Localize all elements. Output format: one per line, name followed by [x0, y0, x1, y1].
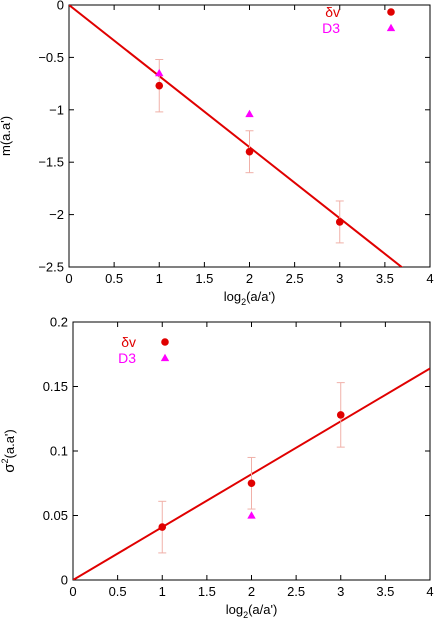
legend-label-dv: δv [121, 334, 136, 350]
y-axis-label-superscript: 2 [0, 458, 10, 463]
x-axis-label-rest: (a/a') [248, 602, 277, 617]
x-tick-label: 1.5 [195, 271, 213, 286]
x-tick-label: 0 [65, 271, 72, 286]
x-axis-label-subscript: 2 [241, 297, 246, 307]
x-axis-label-main: log [226, 602, 243, 617]
y-tick-label: 0 [61, 573, 68, 588]
legend-marker-dv [387, 8, 395, 16]
x-tick-label: 3.5 [376, 584, 394, 599]
bottom-panel-sigma2-vs-log2: 0 0.5 1 1.5 2 2.5 3 3.5 400.050.10.150.2log2(a/a… [0, 315, 434, 621]
x-tick-label: 1 [159, 584, 166, 599]
data-point-d3 [247, 511, 256, 519]
y-tick-label: −1.5 [38, 155, 64, 170]
top-panel-m-vs-log2: 0 0.5 1 1.5 2 2.5 3 3.5 40−0.5−1−1.5−2−2.5log2(a… [0, 0, 434, 307]
x-tick-label: 3 [337, 584, 344, 599]
data-point-dv [245, 147, 254, 156]
y-tick-label: −1 [49, 102, 64, 117]
legend-label-dv: δv [325, 4, 340, 20]
x-tick-label: 2.5 [286, 271, 304, 286]
y-axis-label: m(a.a') [0, 116, 13, 156]
y-axis-label-main: m(a.a') [0, 116, 13, 156]
data-point-d3 [245, 109, 254, 118]
x-axis-label-rest: (a/a') [246, 289, 275, 304]
y-tick-label: −2 [49, 207, 64, 222]
x-tick-label: 4 [426, 271, 433, 286]
x-axis-label-subscript: 2 [243, 610, 248, 620]
x-tick-label: 0.5 [109, 584, 127, 599]
fit-line [69, 5, 404, 267]
x-tick-label: 1 [156, 271, 163, 286]
y-tick-label: −2.5 [38, 260, 64, 275]
x-tick-label: 2.5 [287, 584, 305, 599]
x-tick-label: 1.5 [198, 584, 216, 599]
x-axis-label: log2(a/a') [226, 602, 278, 620]
x-axis-label-main: log [224, 289, 241, 304]
y-tick-label: 0.15 [43, 379, 68, 394]
data-point-dv [335, 218, 344, 226]
legend-label-d3: D3 [322, 20, 340, 36]
legend-marker-d3 [386, 23, 396, 32]
legend-marker-d3 [160, 353, 170, 362]
x-tick-label: 3 [336, 271, 343, 286]
y-axis-label-rest: (a.a') [2, 429, 17, 458]
x-tick-label: 3.5 [376, 271, 394, 286]
data-point-dv [336, 411, 345, 419]
x-tick-label: 2 [246, 271, 253, 286]
y-tick-label: 0.1 [50, 444, 68, 459]
x-tick-label: 4 [426, 584, 433, 599]
data-point-d3 [155, 68, 164, 77]
x-tick-label: 0.5 [105, 271, 123, 286]
x-axis-label: log2(a/a') [224, 289, 276, 307]
legend-label-d3: D3 [118, 350, 136, 366]
y-tick-label: 0 [57, 0, 64, 13]
data-point-dv [158, 523, 167, 531]
data-point-dv [155, 81, 164, 90]
x-tick-label: 0 [69, 584, 76, 599]
y-tick-label: 0.2 [50, 315, 68, 330]
y-axis-label-main: σ [1, 463, 18, 473]
data-point-dv [247, 479, 256, 488]
legend-marker-dv [161, 338, 169, 346]
y-axis-label: σ2(a.a') [0, 429, 18, 473]
x-tick-label: 2 [248, 584, 255, 599]
y-tick-label: 0.05 [43, 508, 68, 523]
y-tick-label: −0.5 [38, 50, 64, 65]
